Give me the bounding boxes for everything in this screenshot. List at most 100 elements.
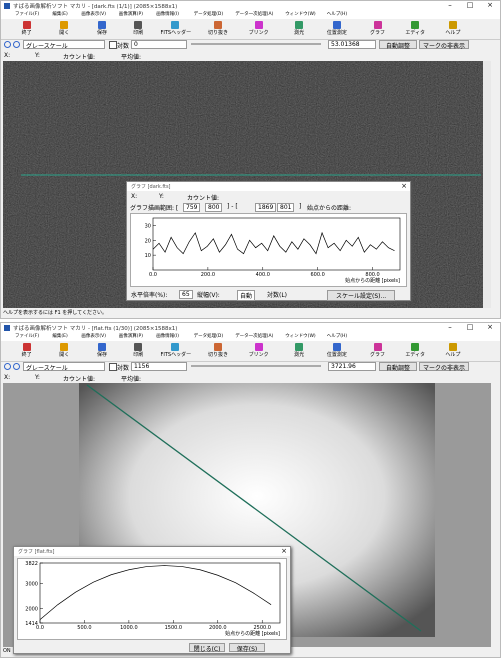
min-value: 1156 — [134, 363, 149, 370]
zoom-out[interactable] — [13, 363, 20, 370]
toolbar-button[interactable]: ブリンク — [245, 20, 273, 38]
toolbar-button[interactable]: 印刷 — [124, 342, 152, 360]
window-control[interactable]: – — [441, 1, 459, 11]
graph-control[interactable]: 65 — [179, 290, 193, 299]
toolbar-button[interactable]: 印刷 — [124, 20, 152, 38]
menu-item[interactable]: 編集(E) — [52, 333, 67, 339]
toolbar-button[interactable]: FITSヘッダー — [161, 20, 189, 38]
menu-item[interactable]: ウィンドウ(W) — [285, 11, 315, 17]
auto-button[interactable]: 自動調整 — [379, 362, 417, 371]
graph-control[interactable]: 対数(L) — [267, 290, 287, 299]
menu-item[interactable]: データ処理(D) — [194, 333, 223, 339]
toolbar-button[interactable]: FITSヘッダー — [161, 342, 189, 360]
window-control[interactable]: × — [481, 323, 499, 333]
menu-item[interactable]: 画像表示(V) — [81, 11, 106, 17]
toolbar-icon — [333, 21, 341, 29]
menu-item[interactable]: 画像情報(I) — [156, 333, 179, 339]
toolbar-button[interactable]: 切り抜き — [204, 342, 232, 360]
toolbar-button[interactable]: 終了 — [13, 342, 41, 360]
graph-dialog: グラフ [dark.fts]×X:Y:カウント値:グラフ描画範囲: [75980… — [126, 181, 411, 301]
toolbar-icon — [411, 21, 419, 29]
app-icon — [4, 3, 10, 9]
menu-item[interactable]: 画像演算(P) — [119, 333, 143, 339]
plot-area — [40, 563, 280, 623]
coord-label: 平均値: — [121, 52, 141, 61]
window-control[interactable]: × — [481, 1, 499, 11]
toolbar-button[interactable]: 開く — [50, 342, 78, 360]
menu-item[interactable]: ヘルプ(H) — [327, 333, 347, 339]
menu-item[interactable]: 画像演算(P) — [119, 11, 143, 17]
menu-item[interactable]: データ一次処理(A) — [235, 333, 273, 339]
zoom-in[interactable] — [4, 363, 11, 370]
scale-mode: グレースケール — [26, 365, 68, 372]
toolbar-button[interactable]: 保存 — [88, 20, 116, 38]
menu-item[interactable]: 画像表示(V) — [81, 333, 106, 339]
toolbar-label: 終了 — [13, 351, 41, 358]
dialog-button[interactable]: 閉じる(C) — [189, 643, 225, 652]
toolbar-button[interactable]: 測光 — [285, 342, 313, 360]
menu-item[interactable]: 編集(E) — [52, 11, 67, 17]
toolbar-icon — [411, 343, 419, 351]
hide-marks-button[interactable]: マークの非表示 — [419, 362, 469, 371]
menu-item[interactable]: データ一次処理(A) — [235, 11, 273, 17]
menu-item[interactable]: ヘルプ(H) — [327, 11, 347, 17]
menu-item[interactable]: データ処理(D) — [194, 11, 223, 17]
dialog-title: グラフ [dark.fts] — [131, 183, 171, 190]
range-field[interactable]: 800 — [205, 203, 222, 212]
level-slider[interactable] — [191, 365, 321, 367]
toolbar: 終了開く保存印刷 FITSヘッダー切り抜きブリンク測光 位置測定 グラフエディタヘルプ — [1, 19, 500, 40]
max-value: 53.01368 — [331, 41, 360, 48]
auto-button[interactable]: 自動調整 — [379, 40, 417, 49]
window-control[interactable]: – — [441, 323, 459, 333]
graph-control[interactable]: 自動 — [237, 290, 255, 301]
log-label: 対数 — [117, 363, 129, 372]
toolbar-icon — [449, 21, 457, 29]
menu-item[interactable]: ウィンドウ(W) — [285, 333, 315, 339]
toolbar-button[interactable]: 位置測定 — [323, 342, 351, 360]
range-field[interactable]: 801 — [277, 203, 294, 212]
menu-item[interactable]: 画像情報(I) — [156, 11, 179, 17]
toolbar-button[interactable]: エディタ — [401, 20, 429, 38]
level-slider[interactable] — [191, 43, 321, 45]
dialog-close[interactable]: × — [281, 547, 287, 555]
toolbar-icon — [171, 21, 179, 29]
toolbar-label: 位置測定 — [323, 29, 351, 36]
x-tick-label: 200.0 — [201, 272, 215, 278]
toolbar-button[interactable]: 終了 — [13, 20, 41, 38]
log-checkbox[interactable] — [109, 363, 117, 371]
toolbar-button[interactable]: ヘルプ — [439, 342, 467, 360]
range-label: ] — [299, 203, 301, 210]
toolbar-button[interactable]: 保存 — [88, 342, 116, 360]
toolbar-label: ヘルプ — [439, 29, 467, 36]
toolbar-icon — [60, 343, 68, 351]
window-control[interactable]: □ — [461, 1, 479, 11]
toolbar-button[interactable]: 測光 — [285, 20, 313, 38]
toolbar-button[interactable]: 開く — [50, 20, 78, 38]
toolbar-button[interactable]: ヘルプ — [439, 20, 467, 38]
hide-marks-button[interactable]: マークの非表示 — [419, 40, 469, 49]
window-control[interactable]: □ — [461, 323, 479, 333]
toolbar-button[interactable]: 切り抜き — [204, 20, 232, 38]
dialog-close[interactable]: × — [401, 182, 407, 190]
menu-item[interactable]: ファイル(F) — [15, 11, 39, 17]
toolbar-button[interactable]: グラフ — [364, 342, 392, 360]
max-field: 53.01368 — [328, 40, 376, 49]
menu-item[interactable]: ファイル(F) — [15, 333, 39, 339]
graph-control[interactable]: スケール設定(S)... — [327, 290, 395, 301]
log-checkbox[interactable] — [109, 41, 117, 49]
toolbar-label: 測光 — [285, 29, 313, 36]
coord-row: X:Y:カウント値:平均値: — [1, 51, 500, 60]
dialog-button[interactable]: 保存(S) — [229, 643, 265, 652]
range-field[interactable]: 1869 — [255, 203, 276, 212]
zoom-out[interactable] — [13, 41, 20, 48]
scale-dropdown[interactable]: グレースケール — [23, 40, 105, 49]
menu-bar: ファイル(F) 編集(E) 画像表示(V) 画像演算(P) 画像情報(I) データ処理(D… — [1, 11, 500, 19]
toolbar-button[interactable]: グラフ — [364, 20, 392, 38]
toolbar-button[interactable]: 位置測定 — [323, 20, 351, 38]
toolbar-button[interactable]: エディタ — [401, 342, 429, 360]
scale-dropdown[interactable]: グレースケール — [23, 362, 105, 371]
zoom-in[interactable] — [4, 41, 11, 48]
range-field[interactable]: 759 — [183, 203, 200, 212]
toolbar-button[interactable]: ブリンク — [245, 342, 273, 360]
